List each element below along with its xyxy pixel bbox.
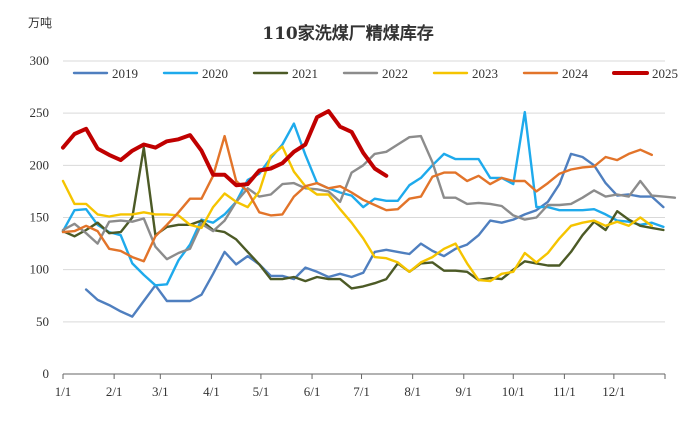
series-line-2020 — [61, 110, 665, 287]
legend-label-2022: 2022 — [382, 66, 408, 81]
series-lines — [61, 109, 677, 318]
chart-title: 110家洗煤厂精煤库存 — [262, 23, 434, 44]
y-tick-label: 300 — [30, 53, 50, 68]
x-tick-label: 8/1 — [404, 384, 421, 399]
legend-label-2024: 2024 — [562, 66, 589, 81]
x-tick-label: 11/1 — [553, 384, 576, 399]
series-line-2024 — [61, 134, 653, 263]
y-tick-label: 50 — [36, 314, 49, 329]
legend-label-2023: 2023 — [472, 66, 498, 81]
y-tick-label: 250 — [30, 105, 50, 120]
legend-label-2019: 2019 — [112, 66, 138, 81]
legend-label-2021: 2021 — [292, 66, 318, 81]
series-line-2022 — [61, 134, 677, 261]
legend-label-2025: 2025 — [652, 66, 678, 81]
series-line-2019 — [84, 152, 665, 318]
y-tick-label: 100 — [30, 262, 50, 277]
legend: 2019 2020 2021 2022 2023 2024 2025 — [72, 66, 678, 81]
y-tick-label: 150 — [30, 210, 50, 225]
x-axis-ticks: 1/1 2/1 3/1 4/1 5/1 6/1 7/1 8/1 9/1 10/1 11/1 12/1 — [55, 374, 666, 399]
x-tick-label: 10/1 — [502, 384, 525, 399]
x-tick-label: 12/1 — [602, 384, 625, 399]
x-tick-label: 4/1 — [203, 384, 220, 399]
legend-label-2020: 2020 — [202, 66, 228, 81]
y-tick-label: 200 — [30, 157, 50, 172]
y-axis-ticks: 0 50 100 150 200 250 300 — [30, 53, 50, 381]
x-tick-label: 5/1 — [253, 384, 270, 399]
x-tick-label: 6/1 — [304, 384, 321, 399]
x-tick-label: 1/1 — [55, 384, 72, 399]
x-tick-label: 3/1 — [152, 384, 169, 399]
x-tick-label: 9/1 — [455, 384, 472, 399]
series-line-2023 — [61, 145, 653, 283]
x-tick-label: 7/1 — [353, 384, 370, 399]
series-line-2025 — [61, 109, 389, 188]
y-axis-unit-label: 万吨 — [28, 16, 52, 30]
x-tick-label: 2/1 — [106, 384, 123, 399]
gridlines — [63, 60, 665, 323]
y-tick-label: 0 — [43, 366, 50, 381]
